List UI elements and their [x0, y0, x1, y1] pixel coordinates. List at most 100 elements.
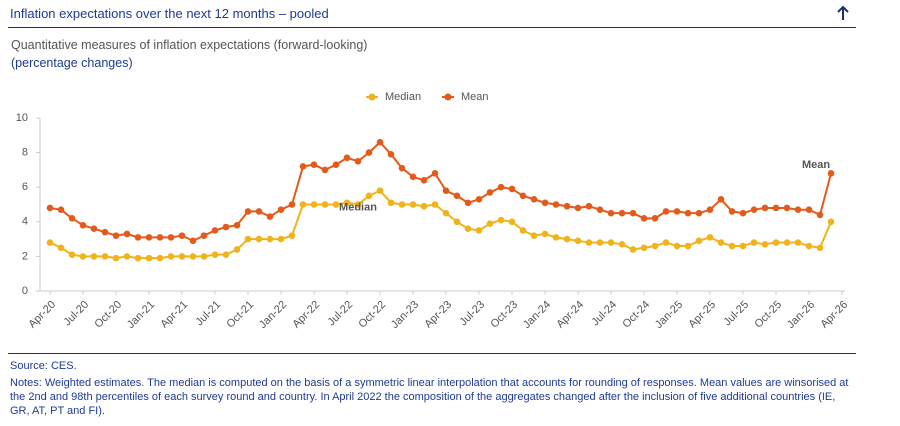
data-point	[772, 204, 780, 212]
data-point	[90, 225, 98, 233]
data-point	[68, 215, 76, 222]
data-point	[739, 242, 747, 250]
data-point	[717, 239, 725, 246]
data-point	[57, 206, 65, 213]
data-point	[563, 235, 571, 243]
data-point	[189, 253, 197, 260]
data-point	[156, 254, 164, 262]
y-tick-label: 4	[22, 216, 28, 228]
data-point	[332, 201, 340, 208]
x-tick-label: Oct-21	[224, 299, 256, 331]
x-tick-label: Apr-21	[158, 299, 190, 331]
data-point	[200, 253, 208, 260]
chart-subtitle: (percentage changes)	[11, 56, 133, 70]
data-point	[618, 240, 626, 248]
data-point	[266, 213, 274, 220]
x-tick-label: Jul-22	[325, 299, 355, 329]
data-point	[574, 204, 582, 212]
data-point	[68, 251, 76, 258]
footer: Source: CES. Notes: Weighted estimates. …	[8, 353, 856, 418]
data-point	[486, 189, 494, 196]
data-point	[123, 253, 131, 260]
data-point	[321, 201, 329, 208]
data-point	[233, 221, 241, 229]
data-point	[365, 192, 373, 200]
data-point	[585, 202, 593, 210]
data-point	[552, 234, 560, 241]
data-point	[805, 206, 813, 213]
data-point	[497, 216, 505, 224]
series-line	[49, 140, 832, 242]
data-point	[497, 183, 505, 191]
collapse-button[interactable]	[834, 2, 852, 24]
data-point	[431, 201, 439, 208]
y-tick-label: 0	[22, 285, 28, 297]
data-point	[673, 208, 681, 215]
data-point	[288, 232, 296, 239]
data-point	[101, 253, 109, 260]
x-tick-label: Oct-24	[620, 299, 652, 331]
data-point	[695, 209, 703, 217]
data-point	[90, 253, 98, 260]
data-point	[442, 209, 450, 217]
data-point	[321, 166, 329, 174]
y-tick-label: 2	[22, 250, 28, 262]
data-point	[783, 239, 791, 246]
data-point	[431, 170, 439, 177]
data-point	[728, 242, 736, 250]
data-point	[398, 201, 406, 208]
x-tick-label: Jan-26	[785, 299, 817, 331]
data-point	[57, 244, 65, 252]
data-point	[167, 253, 175, 260]
data-point	[453, 192, 461, 200]
data-point	[299, 201, 307, 208]
data-point	[662, 239, 670, 246]
data-point	[794, 239, 802, 246]
data-point	[343, 199, 351, 207]
data-point	[442, 187, 450, 194]
x-tick-label: Apr-22	[290, 299, 322, 331]
data-point	[398, 164, 406, 172]
data-point	[255, 208, 263, 215]
data-point	[651, 242, 659, 250]
data-point	[332, 161, 340, 169]
data-point	[772, 239, 780, 246]
data-point	[750, 239, 758, 246]
x-tick-label: Jul-24	[589, 299, 619, 329]
legend-marker	[444, 93, 452, 101]
data-point	[387, 151, 395, 158]
x-tick-label: Oct-23	[488, 299, 520, 331]
data-point	[508, 218, 516, 226]
data-point	[178, 253, 186, 260]
data-point	[101, 228, 109, 236]
data-point	[211, 251, 219, 258]
data-point	[211, 227, 219, 234]
data-point	[761, 204, 769, 212]
chart-title: Quantitative measures of inflation expec…	[11, 38, 368, 52]
data-point	[343, 154, 351, 162]
x-tick-label: Jul-21	[193, 299, 223, 329]
data-point	[596, 239, 604, 246]
data-point	[629, 209, 637, 217]
data-point	[112, 254, 120, 262]
x-tick-label: Jan-22	[257, 299, 289, 331]
data-point	[387, 199, 395, 207]
data-point	[607, 209, 615, 217]
data-point	[420, 176, 428, 184]
data-point	[519, 192, 527, 200]
data-point	[420, 202, 428, 210]
data-point	[827, 170, 835, 177]
data-point	[112, 232, 120, 239]
data-point	[277, 235, 285, 243]
y-tick-label: 6	[22, 181, 28, 193]
x-tick-label: Apr-26	[818, 299, 850, 331]
data-point	[233, 246, 241, 253]
data-point	[585, 239, 593, 246]
notes: Notes: Weighted estimates. The median is…	[10, 377, 849, 417]
data-point	[288, 201, 296, 208]
x-tick-label: Oct-20	[92, 299, 124, 331]
data-point	[530, 196, 538, 203]
legend-label: Median	[385, 91, 421, 103]
